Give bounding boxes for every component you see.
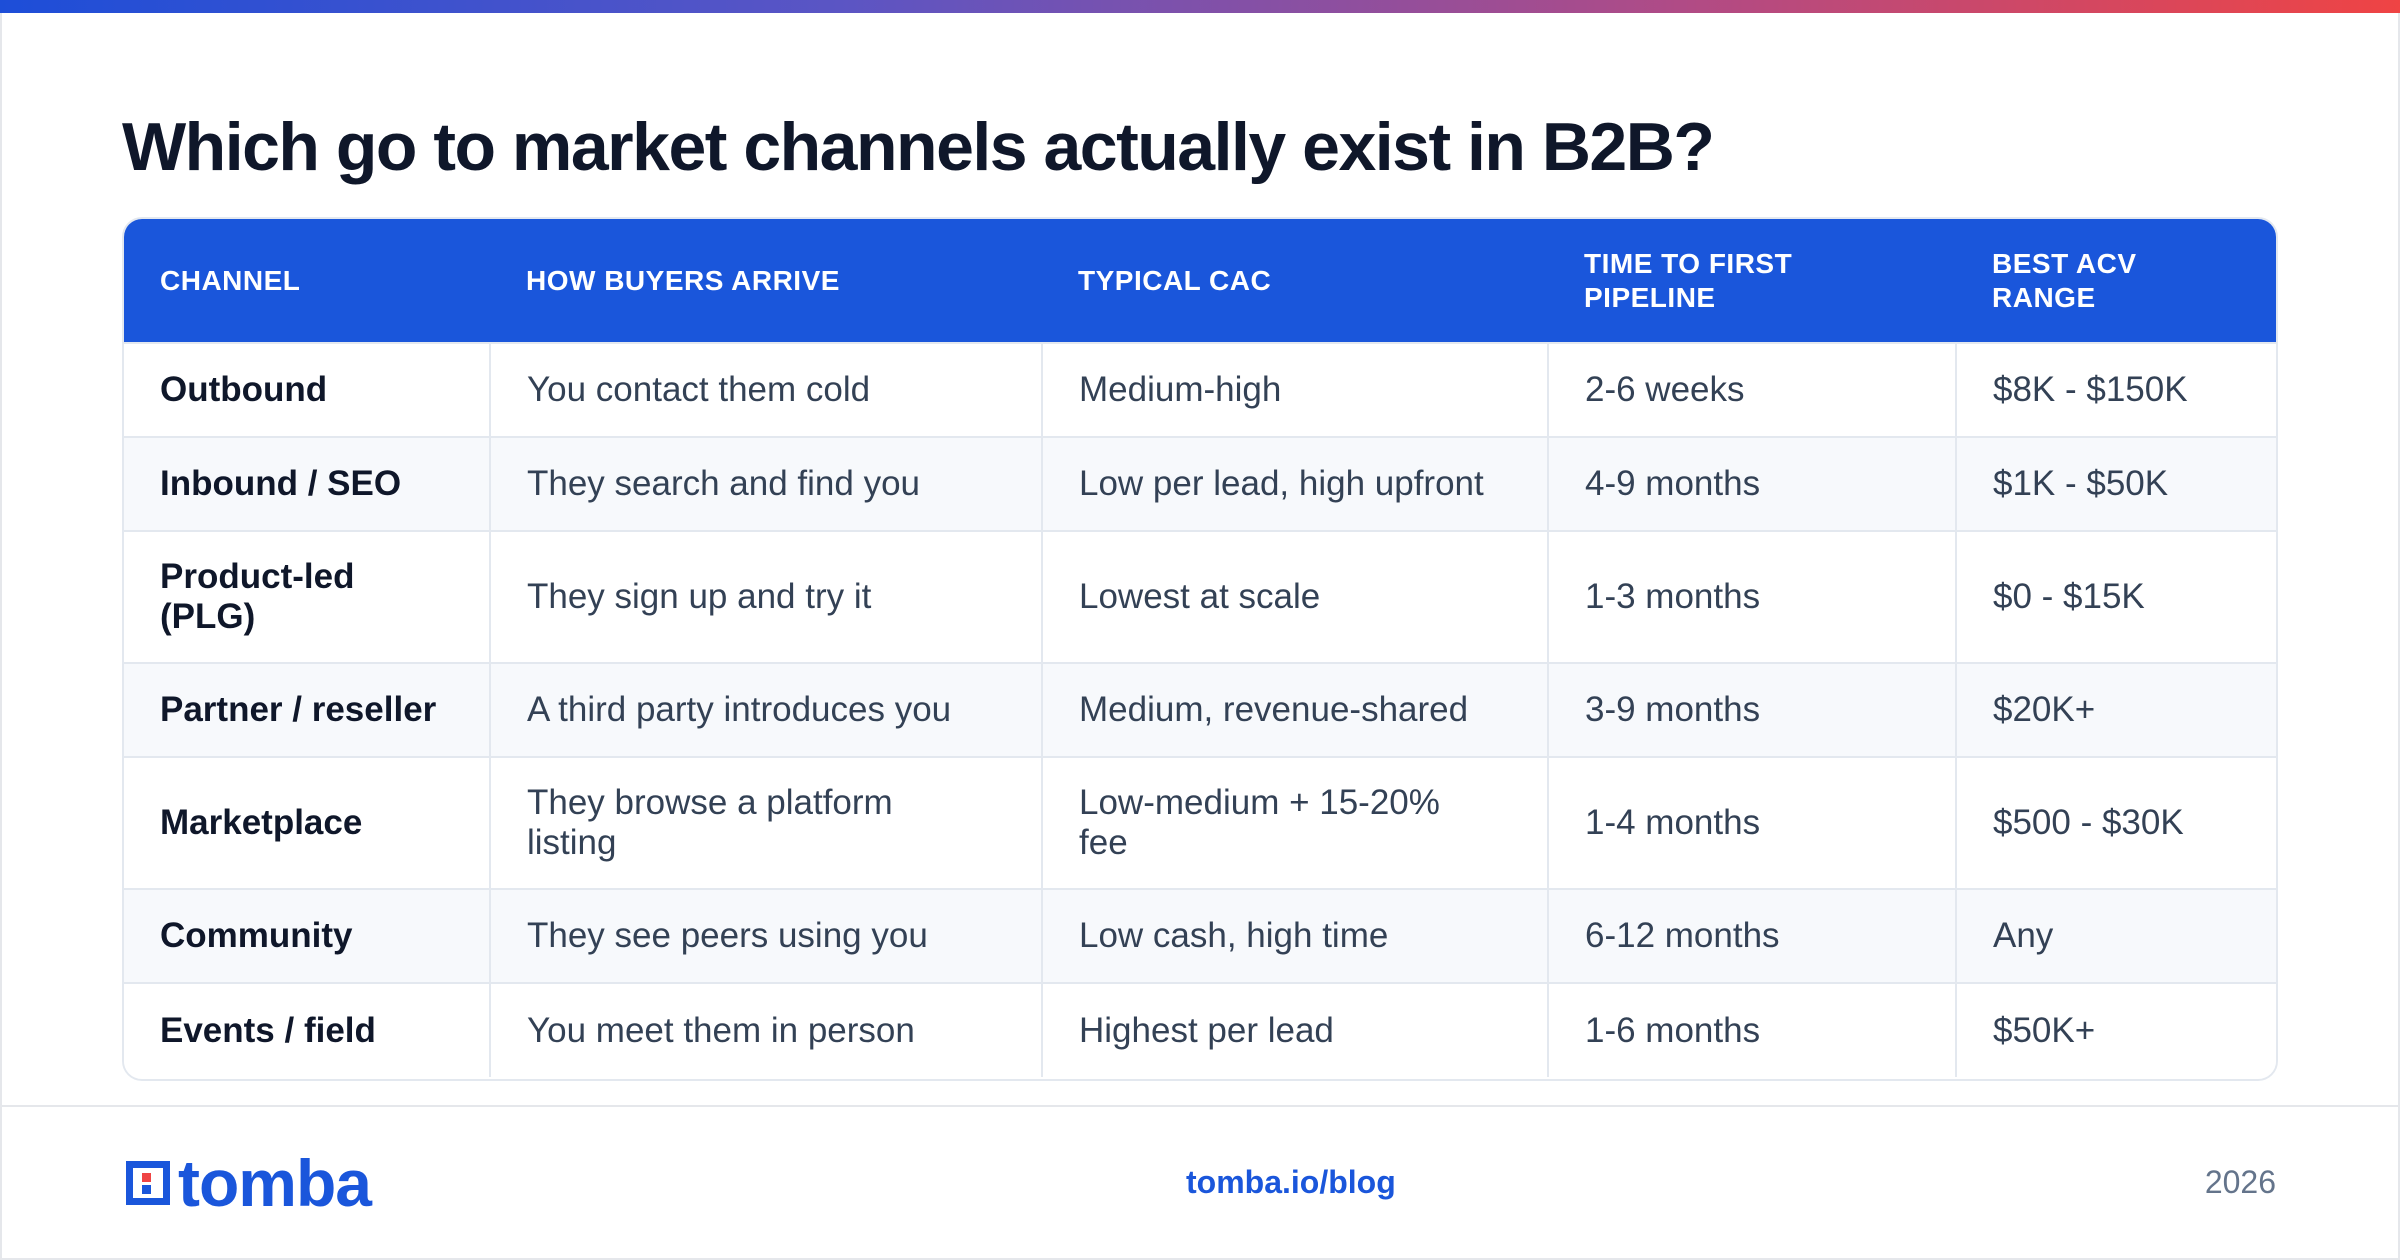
table-row: Outbound You contact them cold Medium-hi… [124,343,2276,437]
gradient-top-bar [0,0,2400,13]
table-header-row: CHANNEL HOW BUYERS ARRIVE TYPICAL CAC TI… [124,219,2276,343]
header-how-buyers-arrive: HOW BUYERS ARRIVE [526,264,840,296]
logo-wordmark: tomba [178,1146,372,1220]
cell-channel: Marketplace [160,803,363,842]
page-title: Which go to market channels actually exi… [122,109,1715,185]
header-channel: CHANNEL [160,264,301,296]
cell-time: 6-12 months [1547,889,1956,983]
cell-channel: Events / field [160,1010,376,1050]
cell-acv: $20K+ [1955,663,2276,757]
cell-time: 1-4 months [1547,757,1956,889]
cell-arrive: A third party introduces you [489,663,1042,757]
cell-arrive: They search and find you [489,437,1042,531]
cell-cac: Low-medium + 15-20% fee [1041,757,1548,889]
cell-channel: Product-led (PLG) [160,557,355,636]
cell-cac: Highest per lead [1041,983,1548,1077]
cell-acv: $50K+ [1955,983,2276,1077]
cell-arrive: They sign up and try it [489,531,1042,663]
footer-divider [0,1105,2400,1107]
cell-cac: Medium, revenue-shared [1041,663,1548,757]
table-row: Marketplace They browse a platform listi… [124,757,2276,889]
cell-cac: Low per lead, high upfront [1041,437,1548,531]
channels-table: CHANNEL HOW BUYERS ARRIVE TYPICAL CAC TI… [122,217,2278,1081]
cell-time: 2-6 weeks [1547,343,1956,437]
cell-arrive: You meet them in person [489,983,1042,1077]
cell-acv: $1K - $50K [1955,437,2276,531]
table-row: Community They see peers using you Low c… [124,889,2276,983]
tomba-logo-icon [126,1161,170,1205]
cell-acv: $500 - $30K [1955,757,2276,889]
tomba-logo: tomba [122,1146,372,1220]
header-best-acv-range: BEST ACV RANGE [1992,247,2137,313]
cell-cac: Medium-high [1041,343,1548,437]
cell-cac: Lowest at scale [1041,531,1548,663]
cell-acv: $0 - $15K [1955,531,2276,663]
cell-time: 4-9 months [1547,437,1956,531]
cell-cac: Low cash, high time [1041,889,1548,983]
table-row: Product-led (PLG) They sign up and try i… [124,531,2276,663]
blog-link[interactable]: tomba.io/blog [1186,1164,1396,1200]
cell-time: 3-9 months [1547,663,1956,757]
table-row: Partner / reseller A third party introdu… [124,663,2276,757]
cell-arrive: They browse a platform listing [489,757,1042,889]
cell-channel: Partner / reseller [160,690,437,729]
cell-arrive: They see peers using you [489,889,1042,983]
cell-acv: Any [1955,889,2276,983]
cell-time: 1-6 months [1547,983,1956,1077]
cell-channel: Community [160,916,353,955]
cell-arrive: You contact them cold [489,343,1042,437]
cell-time: 1-3 months [1547,531,1956,663]
header-typical-cac: TYPICAL CAC [1078,264,1272,296]
cell-channel: Outbound [160,370,328,409]
footer-year: 2026 [2204,1164,2276,1200]
cell-channel: Inbound / SEO [160,464,402,503]
table-row: Inbound / SEO They search and find you L… [124,437,2276,531]
cell-acv: $8K - $150K [1955,343,2276,437]
header-time-to-first-pipeline: TIME TO FIRST PIPELINE [1584,247,1793,313]
table-row: Events / field You meet them in person H… [124,983,2276,1077]
